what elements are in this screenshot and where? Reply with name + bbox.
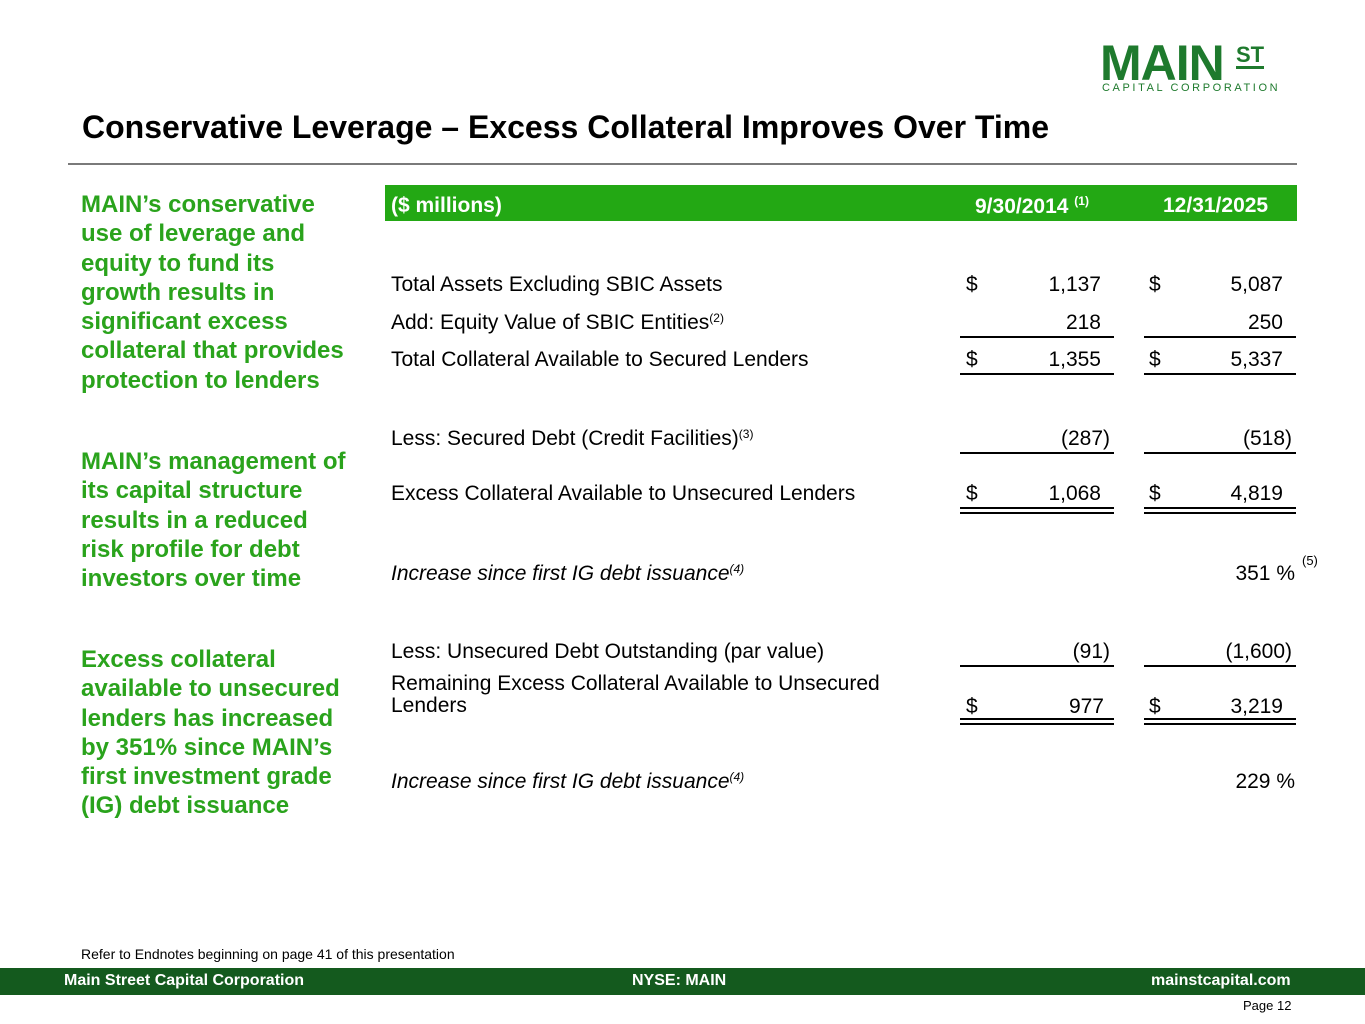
row-total-assets-label: Total Assets Excluding SBIC Assets bbox=[391, 273, 723, 296]
row-increase-secured-value: 351 % bbox=[1235, 562, 1295, 585]
row-total-collateral-dollar-2: $ bbox=[1149, 348, 1161, 371]
row-remaining-value-2025: 3,219 bbox=[1230, 695, 1283, 718]
logo-subtitle: CAPITAL CORPORATION bbox=[1102, 82, 1281, 94]
header-units-label: ($ millions) bbox=[391, 194, 502, 217]
row-increase-secured-footnote: (5) bbox=[1302, 553, 1318, 568]
row-excess-collateral-value-2014: 1,068 bbox=[1048, 482, 1101, 505]
endnotes-reference: Refer to Endnotes beginning on page 41 o… bbox=[81, 946, 455, 962]
row-increase-secured-label: Increase since first IG debt issuance(4) bbox=[391, 562, 744, 585]
row-total-assets-dollar-2: $ bbox=[1149, 273, 1161, 296]
row-total-collateral-value-2014: 1,355 bbox=[1048, 348, 1101, 371]
header-col-2025: 12/31/2025 bbox=[1163, 194, 1269, 217]
page-number: Page 12 bbox=[1243, 998, 1292, 1013]
header-col-2014-date: 9/30/2014 bbox=[975, 195, 1069, 218]
footer-bar: Main Street Capital Corporation NYSE: MA… bbox=[0, 968, 1365, 995]
row-excess-collateral-value-2025: 4,819 bbox=[1230, 482, 1283, 505]
row-add-equity-text: Add: Equity Value of SBIC Entities bbox=[391, 311, 710, 334]
row-unsecured-debt-value-2014: (91) bbox=[1072, 640, 1110, 663]
row-increase-remaining-value: 229 % bbox=[1235, 770, 1295, 793]
row-increase-remaining-text: Increase since first IG debt issuance bbox=[391, 770, 730, 793]
footer-website: mainstcapital.com bbox=[1151, 972, 1291, 989]
rule-total-collateral-2025 bbox=[1144, 373, 1296, 375]
row-remaining-dollar-2: $ bbox=[1149, 695, 1161, 718]
row-add-equity-note: (2) bbox=[709, 311, 724, 325]
header-col-2014-note: (1) bbox=[1074, 194, 1089, 208]
bullet-leverage: MAIN’s conservative use of leverage and … bbox=[81, 191, 344, 394]
row-secured-debt-note: (3) bbox=[738, 427, 754, 441]
row-unsecured-debt-value-2025: (1,600) bbox=[1225, 640, 1292, 663]
row-total-collateral-label: Total Collateral Available to Secured Le… bbox=[391, 348, 809, 371]
row-remaining-dollar-1: $ bbox=[966, 695, 978, 718]
row-increase-remaining-note: (4) bbox=[729, 770, 745, 784]
rule-subtotal-2025 bbox=[1144, 336, 1296, 338]
rule-subtotal-2014 bbox=[960, 336, 1114, 338]
row-increase-remaining-label: Increase since first IG debt issuance(4) bbox=[391, 770, 744, 793]
row-remaining-label: Remaining Excess Collateral Available to… bbox=[391, 673, 880, 717]
row-excess-collateral-label: Excess Collateral Available to Unsecured… bbox=[391, 482, 856, 505]
table-header: ($ millions) 9/30/2014 (1) 12/31/2025 bbox=[385, 185, 1297, 221]
row-increase-secured-text: Increase since first IG debt issuance bbox=[391, 562, 730, 585]
bullet-excess-collateral: Excess collateral available to unsecured… bbox=[81, 646, 340, 820]
page-title: Conservative Leverage – Excess Collatera… bbox=[82, 109, 1050, 145]
row-add-equity-label: Add: Equity Value of SBIC Entities(2) bbox=[391, 311, 724, 334]
rule-secured-debt-2014 bbox=[960, 452, 1114, 454]
row-add-equity-value-2014: 218 bbox=[1065, 311, 1101, 334]
rule-unsecured-debt-2014 bbox=[960, 665, 1114, 667]
rule-total-collateral-2014 bbox=[960, 373, 1114, 375]
double-rule-excess-2025 bbox=[1144, 507, 1296, 514]
double-rule-remaining-2025 bbox=[1144, 718, 1296, 725]
row-unsecured-debt-label: Less: Unsecured Debt Outstanding (par va… bbox=[391, 640, 825, 663]
row-remaining-label-line1: Remaining Excess Collateral Available to… bbox=[391, 672, 880, 695]
row-remaining-label-line2: Lenders bbox=[391, 694, 467, 717]
logo-main-text: MAIN bbox=[1100, 35, 1225, 91]
company-logo: MAIN ST CAPITAL CORPORATION bbox=[1100, 38, 1280, 98]
row-secured-debt-text: Less: Secured Debt (Credit Facilities) bbox=[391, 427, 739, 450]
footer-ticker: NYSE: MAIN bbox=[632, 972, 727, 989]
row-total-assets-value-2014: 1,137 bbox=[1048, 273, 1101, 296]
double-rule-excess-2014 bbox=[960, 507, 1114, 514]
footer-company-name: Main Street Capital Corporation bbox=[64, 972, 305, 989]
double-rule-remaining-2014 bbox=[960, 718, 1114, 725]
rule-unsecured-debt-2025 bbox=[1144, 665, 1296, 667]
rule-secured-debt-2025 bbox=[1144, 452, 1296, 454]
row-secured-debt-value-2025: (518) bbox=[1242, 427, 1292, 450]
title-divider bbox=[68, 163, 1297, 165]
row-excess-collateral-dollar-1: $ bbox=[966, 482, 978, 505]
logo-st-text: ST bbox=[1236, 42, 1265, 69]
header-col-2014: 9/30/2014 (1) bbox=[975, 194, 1089, 219]
row-total-collateral-dollar-1: $ bbox=[966, 348, 978, 371]
row-secured-debt-value-2014: (287) bbox=[1060, 427, 1110, 450]
row-increase-secured-note: (4) bbox=[729, 562, 745, 576]
row-remaining-value-2014: 977 bbox=[1068, 695, 1104, 718]
bullet-capital-structure: MAIN’s management of its capital structu… bbox=[81, 448, 346, 593]
row-total-assets-value-2025: 5,087 bbox=[1230, 273, 1283, 296]
row-total-assets-dollar-1: $ bbox=[966, 273, 978, 296]
row-secured-debt-label: Less: Secured Debt (Credit Facilities)(3… bbox=[391, 427, 753, 450]
row-add-equity-value-2025: 250 bbox=[1247, 311, 1283, 334]
row-total-collateral-value-2025: 5,337 bbox=[1230, 348, 1283, 371]
row-excess-collateral-dollar-2: $ bbox=[1149, 482, 1161, 505]
